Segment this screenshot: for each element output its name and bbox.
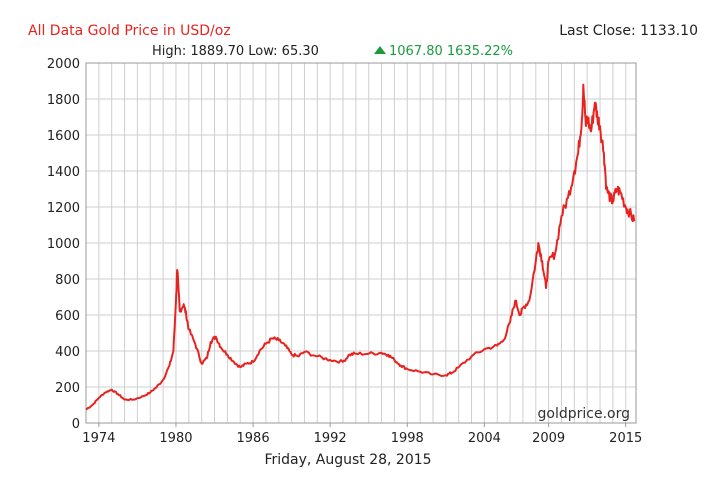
date-label: Friday, August 28, 2015 [264,452,431,468]
grid-lines [85,62,636,424]
y-tick-label: 200 [55,381,80,396]
y-tick-label: 2000 [47,57,80,72]
chart-title: All Data Gold Price in USD/oz [28,23,231,39]
high-low-label: High: 1889.70 Low: 65.30 [152,44,319,59]
x-axis: 1974 1980 1986 1992 1998 2004 2009 2015 [82,423,642,446]
watermark: goldprice.org [538,406,630,422]
y-tick-label: 800 [55,273,80,288]
y-axis: 0 200 400 600 800 1000 1200 1400 1600 1800 2000 [47,57,80,432]
price-series-line [85,83,636,411]
x-tick-label: 1986 [237,431,270,446]
x-tick-label: 2004 [468,431,501,446]
last-close-label: Last Close: 1133.10 [559,23,698,39]
y-tick-label: 1200 [47,201,80,216]
x-tick-label: 2009 [532,431,565,446]
y-tick-label: 1400 [47,165,80,180]
change-label: 1067.80 1635.22% [389,44,513,59]
y-tick-label: 1800 [47,93,80,108]
x-tick-label: 1980 [159,431,192,446]
x-tick-label: 2015 [609,431,642,446]
x-tick-label: 1974 [82,431,115,446]
x-tick-label: 1992 [314,431,347,446]
y-tick-label: 1600 [47,129,80,144]
y-tick-label: 600 [55,309,80,324]
x-tick-label: 1998 [391,431,424,446]
y-tick-label: 1000 [47,237,80,252]
plot-border [85,62,637,424]
y-tick-label: 0 [72,417,80,432]
triangle-up-icon [374,46,386,54]
y-tick-label: 400 [55,345,80,360]
